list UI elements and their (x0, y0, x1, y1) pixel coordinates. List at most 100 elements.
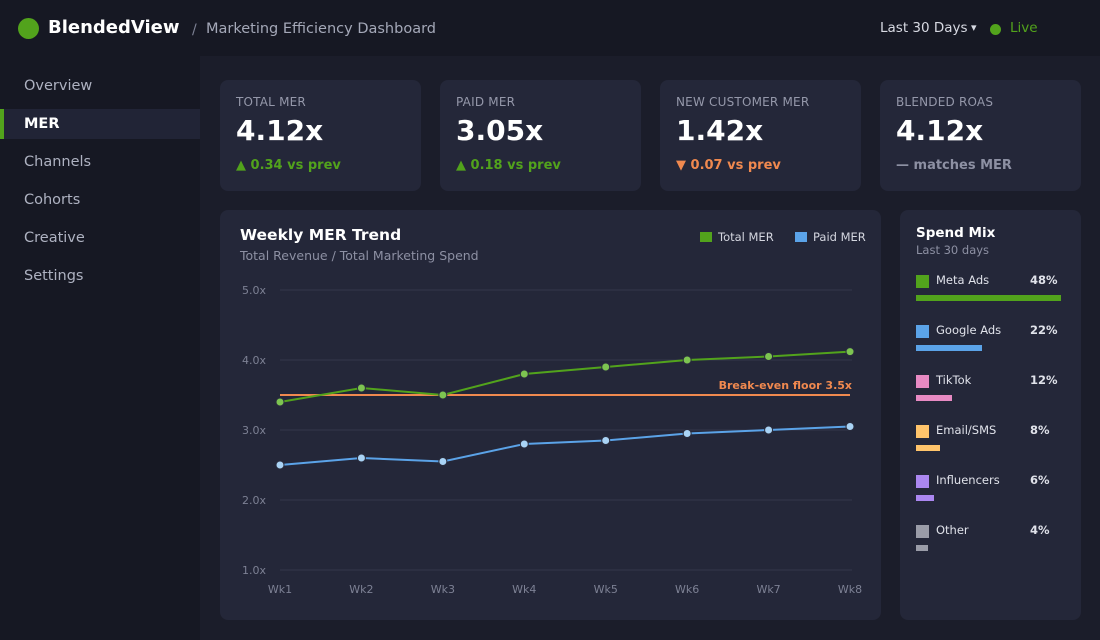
spend-mix-bar (916, 545, 928, 551)
spend-mix-channel-name: Other (936, 523, 969, 537)
data-point[interactable] (845, 422, 855, 431)
data-point[interactable] (601, 362, 611, 372)
legend-swatch (700, 232, 712, 242)
chevron-down-icon[interactable]: ▾ (971, 21, 977, 34)
spend-mix-item[interactable]: TikTok 12% (916, 373, 1066, 413)
kpi-label: NEW CUSTOMER MER (676, 95, 810, 109)
brand-name[interactable]: BlendedView (48, 17, 180, 38)
spend-mix-card: Spend Mix Last 30 days Meta Ads 48% Google… (900, 210, 1081, 620)
spend-mix-channel-name: Influencers (936, 473, 1000, 487)
data-point[interactable] (764, 352, 774, 361)
spend-mix-title: Spend Mix (916, 225, 996, 241)
data-point[interactable] (275, 460, 285, 470)
y-tick-label: 2.0x (242, 494, 266, 507)
x-tick-label: Wk4 (512, 583, 536, 596)
sidebar-item-cohorts[interactable]: Cohorts (24, 192, 81, 208)
spend-mix-swatch (916, 375, 929, 388)
spend-mix-bar (916, 345, 982, 351)
data-point[interactable] (519, 439, 529, 449)
spend-mix-item[interactable]: Email/SMS 8% (916, 423, 1066, 463)
spend-mix-item[interactable]: Google Ads 22% (916, 323, 1066, 363)
data-point[interactable] (682, 355, 692, 365)
spend-mix-subtitle: Last 30 days (916, 243, 990, 257)
sidebar-item-mer[interactable]: MER (0, 109, 200, 139)
x-tick-label: Wk5 (594, 583, 618, 596)
kpi-label: BLENDED ROAS (896, 95, 994, 109)
series-line-total-mer (279, 350, 851, 403)
spend-mix-channel-name: Email/SMS (936, 423, 997, 437)
spend-mix-item[interactable]: Other 4% (916, 523, 1066, 563)
kpi-card-new-customer-mer: NEW CUSTOMER MER 1.42x ▼ 0.07 vs prev (660, 80, 861, 191)
legend-swatch (795, 232, 807, 242)
spend-mix-bar (916, 295, 1061, 301)
sidebar-item-creative[interactable]: Creative (24, 230, 85, 246)
spend-mix-percent: 22% (1030, 323, 1058, 337)
series-line-paid-mer (279, 425, 851, 466)
y-tick-label: 3.0x (242, 424, 266, 437)
legend-label: Total MER (718, 230, 774, 244)
kpi-delta: — matches MER (896, 158, 1012, 173)
sidebar-item-settings[interactable]: Settings (24, 268, 84, 284)
spend-mix-item[interactable]: Meta Ads 48% (916, 273, 1066, 313)
sidebar-item-overview[interactable]: Overview (24, 78, 93, 94)
data-point[interactable] (438, 457, 448, 466)
logo-icon (18, 18, 39, 39)
spend-mix-percent: 8% (1030, 423, 1050, 437)
kpi-card-paid-mer: PAID MER 3.05x ▲ 0.18 vs prev (440, 80, 641, 191)
spend-mix-swatch (916, 525, 929, 538)
data-point[interactable] (356, 453, 366, 463)
live-status-dot-icon (990, 24, 1001, 35)
y-tick-label: 1.0x (242, 564, 266, 577)
spend-mix-percent: 6% (1030, 473, 1050, 487)
data-point[interactable] (438, 390, 448, 400)
chart-subtitle: Total Revenue / Total Marketing Spend (240, 248, 479, 263)
sidebar-item-channels[interactable]: Channels (24, 154, 92, 170)
x-tick-label: Wk1 (268, 583, 292, 596)
data-point[interactable] (275, 397, 285, 407)
spend-mix-swatch (916, 275, 929, 288)
spend-mix-channel-name: TikTok (936, 373, 972, 387)
spend-mix-swatch (916, 325, 929, 338)
kpi-delta: ▲ 0.34 vs prev (236, 158, 341, 173)
spend-mix-percent: 4% (1030, 523, 1050, 537)
kpi-delta: ▼ 0.07 vs prev (676, 158, 781, 173)
data-point[interactable] (601, 436, 611, 445)
chart-title: Weekly MER Trend (240, 226, 402, 244)
spend-mix-channel-name: Meta Ads (936, 273, 990, 287)
spend-mix-percent: 12% (1030, 373, 1058, 387)
x-tick-label: Wk8 (838, 583, 862, 596)
spend-mix-bar (916, 445, 940, 451)
spend-mix-swatch (916, 425, 929, 438)
kpi-value: 1.42x (676, 114, 764, 147)
y-tick-label: 4.0x (242, 354, 266, 367)
breadcrumb-separator: / (192, 22, 197, 38)
breadcrumb: Marketing Efficiency Dashboard (206, 21, 436, 37)
kpi-value: 4.12x (236, 114, 324, 147)
y-tick-label: 5.0x (242, 284, 266, 297)
kpi-value: 3.05x (456, 114, 544, 147)
x-tick-label: Wk6 (675, 583, 699, 596)
kpi-label: TOTAL MER (236, 95, 306, 109)
data-point[interactable] (845, 347, 855, 357)
legend-label: Paid MER (813, 230, 866, 244)
x-tick-label: Wk3 (431, 583, 455, 596)
data-point[interactable] (764, 425, 774, 435)
legend-item-paid-mer[interactable]: Paid MER (795, 230, 866, 244)
kpi-delta: ▲ 0.18 vs prev (456, 158, 561, 173)
spend-mix-bar (916, 395, 952, 401)
kpi-label: PAID MER (456, 95, 516, 109)
legend-item-total-mer[interactable]: Total MER (700, 230, 774, 244)
data-point[interactable] (682, 429, 692, 438)
spend-mix-channel-name: Google Ads (936, 323, 1002, 337)
data-point[interactable] (519, 369, 529, 379)
spend-mix-bar (916, 495, 934, 501)
spend-mix-percent: 48% (1030, 273, 1058, 287)
data-point[interactable] (356, 383, 366, 393)
sidebar: Overview MER Channels Cohorts Creative S… (0, 56, 200, 640)
date-range-selector[interactable]: Last 30 Days (880, 20, 968, 36)
top-bar: BlendedView / Marketing Efficiency Dashb… (0, 0, 1100, 56)
x-tick-label: Wk7 (756, 583, 780, 596)
break-even-label: Break-even floor 3.5x (719, 379, 852, 392)
spend-mix-item[interactable]: Influencers 6% (916, 473, 1066, 513)
